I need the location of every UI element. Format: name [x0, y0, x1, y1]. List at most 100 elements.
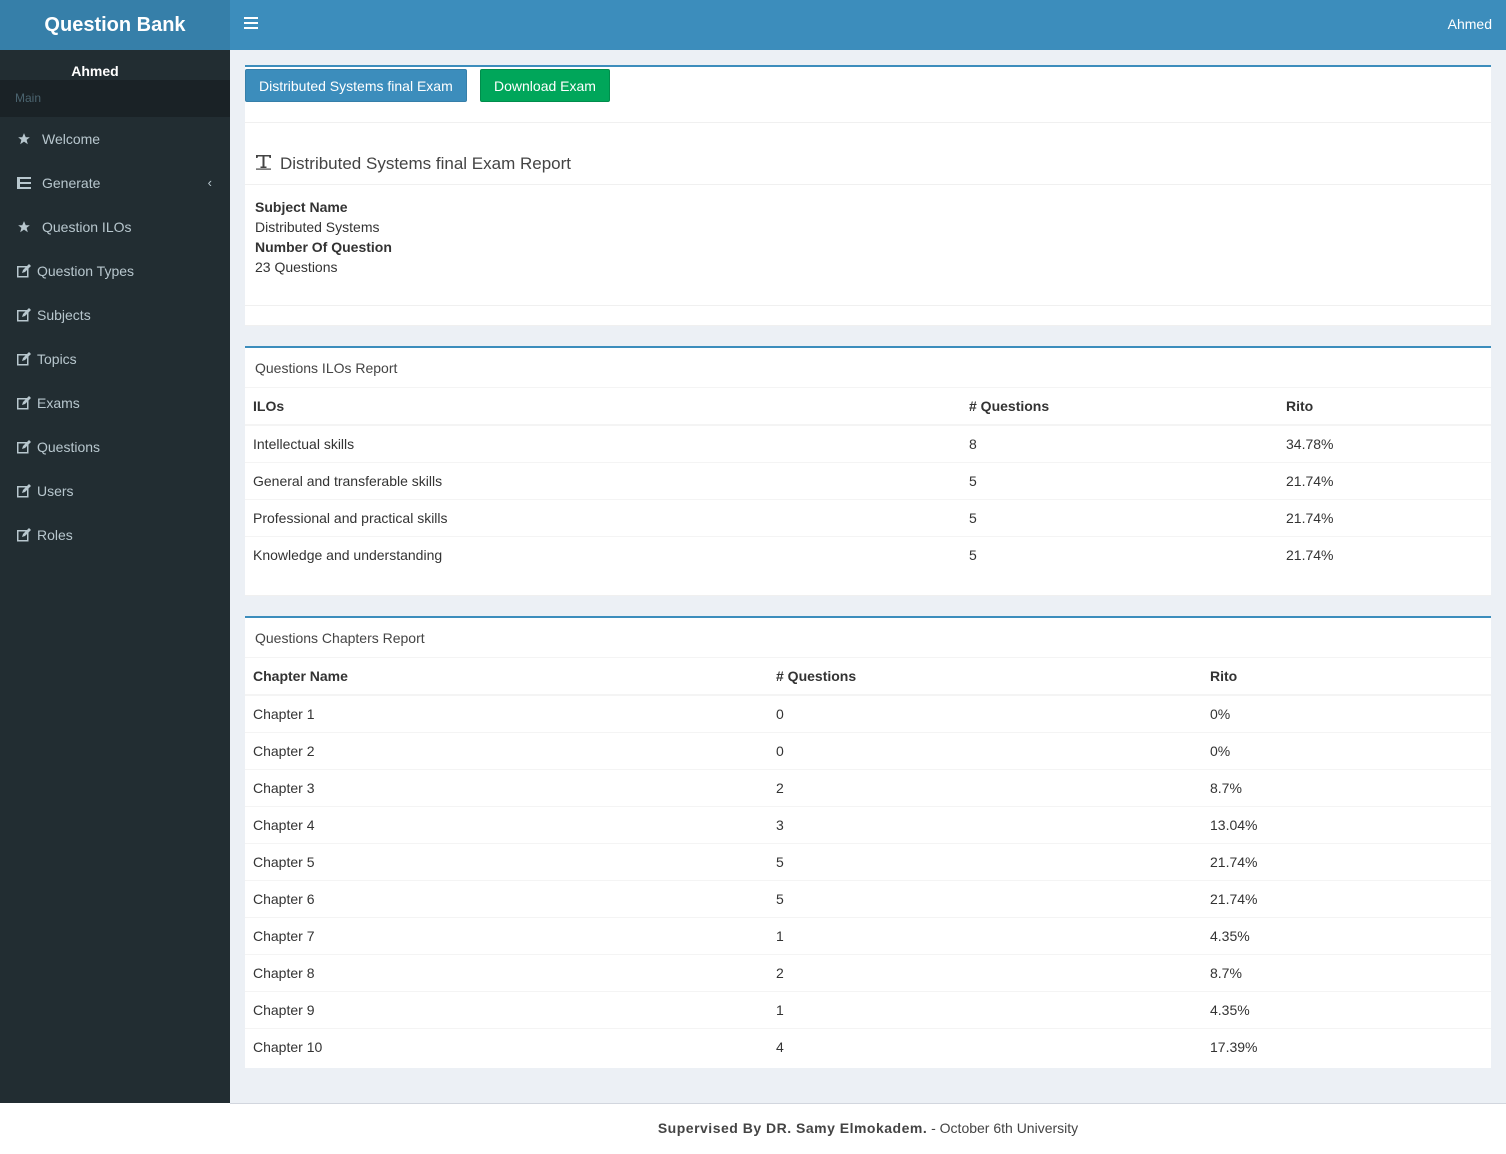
table-row: Professional and practical skills 5 21.7… [245, 498, 1491, 536]
question-count-cell: 1 [768, 916, 1202, 954]
report-title: Distributed Systems final Exam Report [255, 153, 571, 175]
sidebar-toggle-icon[interactable] [244, 17, 258, 31]
column-header: # Questions [768, 658, 1202, 696]
sidebar-item-users[interactable]: Users [0, 469, 230, 513]
table-row: Knowledge and understanding 5 21.74% [245, 535, 1491, 573]
sidebar-item-label: Users [37, 483, 74, 499]
chapter-name-cell: Chapter 7 [245, 916, 768, 954]
column-header: Chapter Name [245, 658, 768, 696]
star-icon [17, 132, 42, 146]
sidebar-item-roles[interactable]: Roles [0, 513, 230, 557]
ilos-report-title: Questions ILOs Report [245, 348, 1491, 388]
sidebar-user-name: Ahmed [71, 63, 119, 79]
edit-icon [17, 308, 37, 322]
table-row: Chapter 8 2 8.7% [245, 953, 1491, 991]
chapter-name-cell: Chapter 10 [245, 1027, 768, 1065]
subject-name-label: Subject Name [255, 199, 348, 215]
spacer-bar [245, 306, 1491, 326]
sidebar-item-subjects[interactable]: Subjects [0, 293, 230, 337]
question-count-cell: 4 [768, 1027, 1202, 1065]
exam-report-box: Distributed Systems final Exam Download … [245, 65, 1491, 310]
sidebar-item-label: Roles [37, 527, 73, 543]
report-title-text: Distributed Systems final Exam Report [280, 154, 571, 173]
ratio-cell: 21.74% [1278, 498, 1491, 536]
table-row: Chapter 4 3 13.04% [245, 805, 1491, 843]
download-exam-button[interactable]: Download Exam [480, 69, 610, 102]
column-header: ILOs [245, 388, 961, 426]
chevron-left-icon: ‹ [207, 175, 212, 190]
ratio-cell: 4.35% [1202, 990, 1491, 1028]
divider [245, 122, 1491, 123]
chapter-name-cell: Chapter 9 [245, 990, 768, 1028]
ratio-cell: 0% [1202, 694, 1491, 732]
ratio-cell: 21.74% [1202, 879, 1491, 917]
edit-icon [17, 484, 37, 498]
chapter-name-cell: Chapter 4 [245, 805, 768, 843]
table-row: Chapter 10 4 17.39% [245, 1027, 1491, 1065]
top-navbar: Ahmed [230, 0, 1506, 50]
ratio-cell: 17.39% [1202, 1027, 1491, 1065]
question-count-cell: 5 [961, 498, 1278, 536]
chapters-report-box: Questions Chapters Report Chapter Name #… [245, 616, 1491, 1068]
ilos-report-table: ILOs # Questions Rito Intellectual skill… [245, 388, 1491, 573]
app-logo[interactable]: Question Bank [0, 0, 230, 50]
ratio-cell: 4.35% [1202, 916, 1491, 954]
ratio-cell: 8.7% [1202, 953, 1491, 991]
question-count-cell: 2 [768, 953, 1202, 991]
ilo-name-cell: Intellectual skills [245, 424, 961, 462]
table-row: General and transferable skills 5 21.74% [245, 461, 1491, 499]
text-icon [255, 153, 280, 175]
sidebar-item-questions[interactable]: Questions [0, 425, 230, 469]
sidebar-item-exams[interactable]: Exams [0, 381, 230, 425]
ratio-cell: 34.78% [1278, 424, 1491, 462]
ratio-cell: 21.74% [1202, 842, 1491, 880]
exam-title-button[interactable]: Distributed Systems final Exam [245, 69, 467, 102]
user-menu[interactable]: Ahmed [1447, 16, 1492, 32]
question-count-cell: 5 [961, 535, 1278, 573]
footer-university: - October 6th University [927, 1120, 1079, 1136]
ratio-cell: 13.04% [1202, 805, 1491, 843]
edit-icon [17, 264, 37, 278]
sidebar-item-welcome[interactable]: Welcome [0, 117, 230, 161]
sidebar-item-label: Questions [37, 439, 101, 455]
question-count-cell: 0 [768, 731, 1202, 769]
ratio-cell: 8.7% [1202, 768, 1491, 806]
edit-icon [17, 396, 37, 410]
ilos-report-box: Questions ILOs Report ILOs # Questions R… [245, 346, 1491, 576]
table-header-row: Chapter Name # Questions Rito [245, 658, 1491, 696]
chapters-report-title: Questions Chapters Report [245, 618, 1491, 658]
table-row: Chapter 1 0 0% [245, 694, 1491, 732]
column-header: Rito [1278, 388, 1491, 426]
sidebar-item-question-ilos[interactable]: Question ILOs [0, 205, 230, 249]
table-row: Chapter 2 0 0% [245, 731, 1491, 769]
ilo-name-cell: General and transferable skills [245, 461, 961, 499]
table-row: Chapter 6 5 21.74% [245, 879, 1491, 917]
spacer-bar [245, 576, 1491, 596]
table-row: Chapter 5 5 21.74% [245, 842, 1491, 880]
table-row: Chapter 7 1 4.35% [245, 916, 1491, 954]
sidebar-item-label: Question ILOs [42, 219, 132, 235]
sidebar-item-question-types[interactable]: Question Types [0, 249, 230, 293]
table-row: Chapter 3 2 8.7% [245, 768, 1491, 806]
chapter-name-cell: Chapter 3 [245, 768, 768, 806]
sidebar-item-label: Exams [37, 395, 80, 411]
chapter-name-cell: Chapter 5 [245, 842, 768, 880]
question-count-cell: 0 [768, 694, 1202, 732]
footer-supervisor: Supervised By DR. Samy Elmokadem. [657, 1120, 928, 1136]
edit-icon [17, 528, 37, 542]
sidebar-menu: Welcome Generate ‹ Question ILOs Questio… [0, 117, 230, 557]
question-count-cell: 3 [768, 805, 1202, 843]
main-content: Distributed Systems final Exam Download … [230, 50, 1506, 1103]
question-count-cell: 1 [768, 990, 1202, 1028]
question-count-label: Number Of Question [255, 239, 392, 255]
subject-name-value: Distributed Systems [255, 219, 380, 235]
sidebar-menu-header: Main [0, 80, 230, 117]
sidebar-item-label: Topics [37, 351, 77, 367]
question-count-value: 23 Questions [255, 259, 338, 275]
sidebar-item-topics[interactable]: Topics [0, 337, 230, 381]
column-header: Rito [1202, 658, 1491, 696]
ratio-cell: 21.74% [1278, 535, 1491, 573]
sidebar-item-generate[interactable]: Generate ‹ [0, 161, 230, 205]
page-footer: Supervised By DR. Samy Elmokadem. - Octo… [230, 1103, 1506, 1154]
